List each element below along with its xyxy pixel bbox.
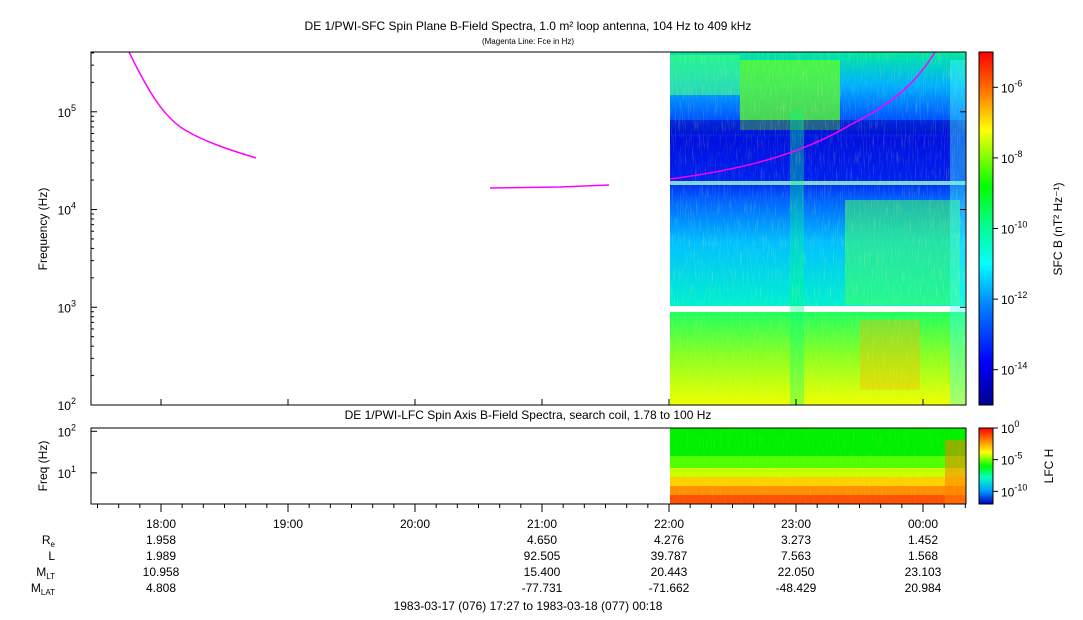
lfc-colorbar-tick-label: 10-10 xyxy=(1001,482,1027,499)
ephemeris-value: -77.731 xyxy=(522,581,563,595)
sfc-spectrogram xyxy=(670,52,966,405)
ephemeris-value: 1.568 xyxy=(908,549,938,563)
fce-line xyxy=(128,52,936,189)
ephemeris-value: 4.276 xyxy=(654,533,684,547)
time-axis: 18:00 19:00 20:00 21:00 22:00 23:00 00:00 xyxy=(97,399,966,531)
sfc-panel: 102 103 104 105 Frequency (Hz) 10-6 10-8 10-1… xyxy=(36,51,1065,413)
ephemeris-value: 39.787 xyxy=(651,549,688,563)
ephemeris-value: 4.808 xyxy=(146,581,176,595)
time-tick-label: 21:00 xyxy=(527,517,557,531)
fce-segment-2 xyxy=(489,184,610,189)
time-tick-label: 20:00 xyxy=(400,517,430,531)
sfc-colorbar-tick-label: 10-10 xyxy=(1001,220,1027,237)
ephemeris-value: 15.400 xyxy=(524,565,561,579)
lfc-title: DE 1/PWI-LFC Spin Axis B-Field Spectra, … xyxy=(345,408,712,422)
ephemeris-value: -71.662 xyxy=(649,581,690,595)
ephemeris-value: 10.958 xyxy=(143,565,180,579)
ephemeris-row-label: MLAT xyxy=(31,581,55,597)
time-range: 1983-03-17 (076) 17:27 to 1983-03-18 (07… xyxy=(394,599,663,613)
ephemeris-value: 92.505 xyxy=(524,549,561,563)
time-tick-label: 19:00 xyxy=(273,517,303,531)
sfc-subtitle: (Magenta Line: Fce in Hz) xyxy=(482,37,574,46)
sfc-y-label: Frequency (Hz) xyxy=(36,188,50,271)
lfc-colorbar: 100 10-5 10-10 LFC H xyxy=(978,419,1056,505)
lfc-spectrogram xyxy=(670,428,966,504)
sfc-y-axis: 102 103 104 105 xyxy=(58,52,966,413)
sfc-colorbar-ticks: 10-6 10-8 10-10 10-12 10-14 xyxy=(993,78,1027,378)
ephemeris-row-label: L xyxy=(48,549,55,563)
sfc-colorbar-tick-label: 10-8 xyxy=(1001,149,1022,166)
ephemeris-value: -48.429 xyxy=(776,581,817,595)
ephemeris-value: 20.984 xyxy=(905,581,942,595)
time-tick-label: 00:00 xyxy=(908,517,938,531)
sfc-colorbar: 10-6 10-8 10-10 10-12 10-14 SFC B (nT² Hz⁻¹) xyxy=(978,51,1065,406)
ephemeris-value: 22.050 xyxy=(778,565,815,579)
time-tick-label: 22:00 xyxy=(654,517,684,531)
ephemeris-value: 1.958 xyxy=(146,533,176,547)
sfc-colorbar-tick-label: 10-12 xyxy=(1001,290,1027,307)
ephemeris-value: 1.452 xyxy=(908,533,938,547)
sfc-colorbar-tick-label: 10-14 xyxy=(1001,361,1027,378)
sfc-colorbar-label-text: SFC B (nT² Hz⁻¹) xyxy=(1051,183,1065,276)
ephemeris-value: 7.563 xyxy=(781,549,811,563)
ephemeris-value: 3.273 xyxy=(781,533,811,547)
sfc-y-tick-label: 104 xyxy=(58,201,76,218)
fce-segment-1 xyxy=(128,52,257,159)
sfc-colorbar-label: SFC B (nT² Hz⁻¹) xyxy=(1051,183,1065,276)
lfc-y-axis: 101 102 xyxy=(58,422,97,481)
sfc-title: DE 1/PWI-SFC Spin Plane B-Field Spectra,… xyxy=(305,19,752,33)
ephemeris-row-label: Re xyxy=(42,533,56,549)
ephemeris-table: Re 1.958 4.650 4.276 3.273 1.452 L 1.989 92.505 3… xyxy=(31,533,942,597)
lfc-y-tick-label: 101 xyxy=(58,464,76,481)
fce-segment-3 xyxy=(669,52,936,180)
time-tick-label: 23:00 xyxy=(781,517,811,531)
sfc-colorbar-tick-label: 10-6 xyxy=(1001,78,1022,95)
ephemeris-value: 4.650 xyxy=(527,533,557,547)
lfc-colorbar-tick-label: 100 xyxy=(1001,419,1019,436)
ephemeris-row-label: MLT xyxy=(36,565,55,581)
sfc-y-tick-label: 102 xyxy=(58,396,76,413)
lfc-colorbar-tick-label: 10-5 xyxy=(1001,451,1022,468)
lfc-colorbar-ticks: 100 10-5 10-10 xyxy=(993,419,1027,499)
lfc-axes-frame xyxy=(90,427,967,505)
sfc-y-tick-label: 103 xyxy=(58,298,76,315)
ephemeris-value: 20.443 xyxy=(651,565,688,579)
ephemeris-value: 23.103 xyxy=(905,565,942,579)
lfc-colorbar-label: LFC H xyxy=(1042,449,1056,484)
time-tick-label: 18:00 xyxy=(146,517,176,531)
lfc-y-label: Freq (Hz) xyxy=(36,441,50,492)
sfc-axes-frame xyxy=(90,51,967,406)
lfc-y-tick-label: 102 xyxy=(58,422,76,439)
ephemeris-value: 1.989 xyxy=(146,549,176,563)
sfc-y-tick-label: 105 xyxy=(58,103,76,120)
lfc-panel: 101 102 Freq (Hz) 100 10-5 10-10 LFC H xyxy=(36,419,1056,505)
